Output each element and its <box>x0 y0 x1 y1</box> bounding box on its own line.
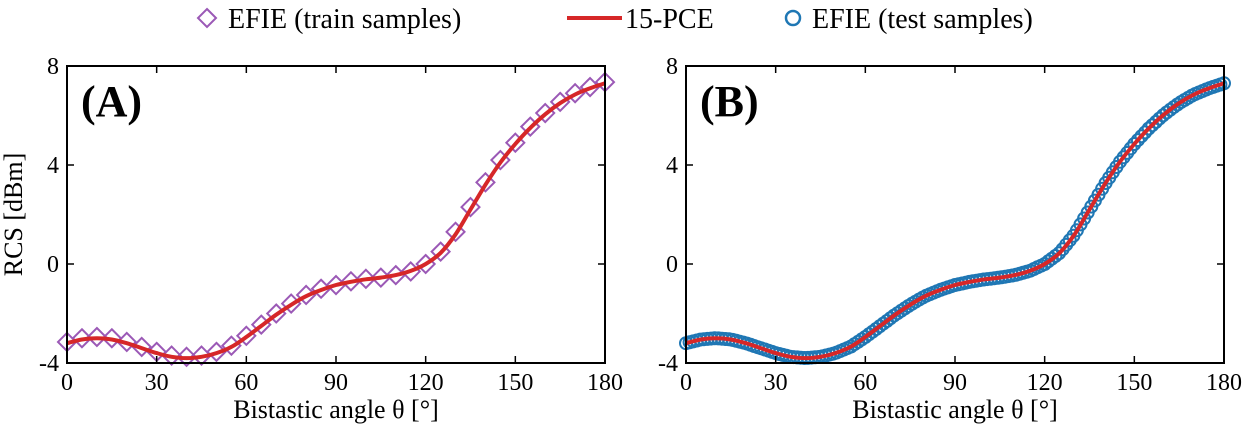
plot-frame <box>66 65 606 364</box>
series-line <box>66 81 606 361</box>
data-point <box>101 327 123 349</box>
data-point <box>1134 129 1149 144</box>
series-efie-test-samples <box>679 76 1231 365</box>
data-point <box>131 336 153 358</box>
x-tick-label: 60 <box>853 370 877 396</box>
legend-circle-marker <box>784 9 802 27</box>
x-tick-label: 90 <box>943 370 967 396</box>
x-axis-label: Bistastic angle θ [°] <box>233 395 439 424</box>
data-point <box>579 76 601 98</box>
y-tick-label: 0 <box>47 252 59 278</box>
data-point <box>445 221 466 243</box>
legend: EFIE (train samples) 15-PCE EFIE (test s… <box>196 4 1033 35</box>
x-axis-label: Bistastic angle θ [°] <box>852 395 1058 424</box>
data-point <box>1138 125 1153 140</box>
data-point <box>86 326 108 348</box>
series-15-pce <box>66 81 606 361</box>
data-point <box>1052 246 1066 261</box>
data-point <box>176 346 197 368</box>
data-point <box>475 171 496 193</box>
x-tick-label: 30 <box>764 370 788 396</box>
y-tick-label: 8 <box>666 54 678 80</box>
series-15-pce <box>685 81 1225 361</box>
x-tick-label: 0 <box>680 370 692 396</box>
data-point <box>355 268 377 290</box>
panel-label: (A) <box>81 77 142 126</box>
x-tick-label: 120 <box>1027 370 1063 396</box>
x-tick-label: 150 <box>497 370 533 396</box>
y-tick-label: 4 <box>666 153 678 179</box>
data-point <box>460 196 481 218</box>
legend-label-pce: 15-PCE <box>625 4 714 35</box>
x-tick-label: 60 <box>234 370 258 396</box>
legend-label-test: EFIE (test samples) <box>812 4 1033 35</box>
data-point <box>1062 233 1077 248</box>
y-tick-label: 4 <box>47 153 59 179</box>
data-point <box>1123 141 1138 156</box>
plot-frame <box>685 65 1225 364</box>
legend-item-test: EFIE (test samples) <box>784 4 1033 35</box>
data-point <box>71 327 93 349</box>
y-tick-label: -4 <box>658 351 678 377</box>
legend-label-train: EFIE (train samples) <box>228 4 461 35</box>
legend-diamond-marker <box>196 7 218 29</box>
data-point <box>116 331 138 353</box>
data-point <box>1130 133 1145 148</box>
x-tick-label: 30 <box>145 370 169 396</box>
x-tick-label: 180 <box>1206 370 1242 396</box>
y-tick-label: 8 <box>47 54 59 80</box>
legend-item-pce: 15-PCE <box>567 4 714 35</box>
panel-label: (B) <box>700 77 759 126</box>
x-tick-label: 90 <box>324 370 348 396</box>
data-point <box>1127 137 1142 151</box>
data-point <box>161 345 183 366</box>
series-line <box>685 81 1225 361</box>
data-point <box>1116 150 1131 165</box>
legend-item-train: EFIE (train samples) <box>196 4 461 35</box>
x-tick-label: 180 <box>587 370 623 396</box>
x-tick-label: 0 <box>61 370 73 396</box>
x-tick-label: 120 <box>408 370 444 396</box>
y-tick-label: 0 <box>666 252 678 278</box>
y-tick-label: -4 <box>39 351 59 377</box>
y-axis-label: RCS [dBm] <box>0 153 28 277</box>
x-tick-label: 150 <box>1116 370 1152 396</box>
